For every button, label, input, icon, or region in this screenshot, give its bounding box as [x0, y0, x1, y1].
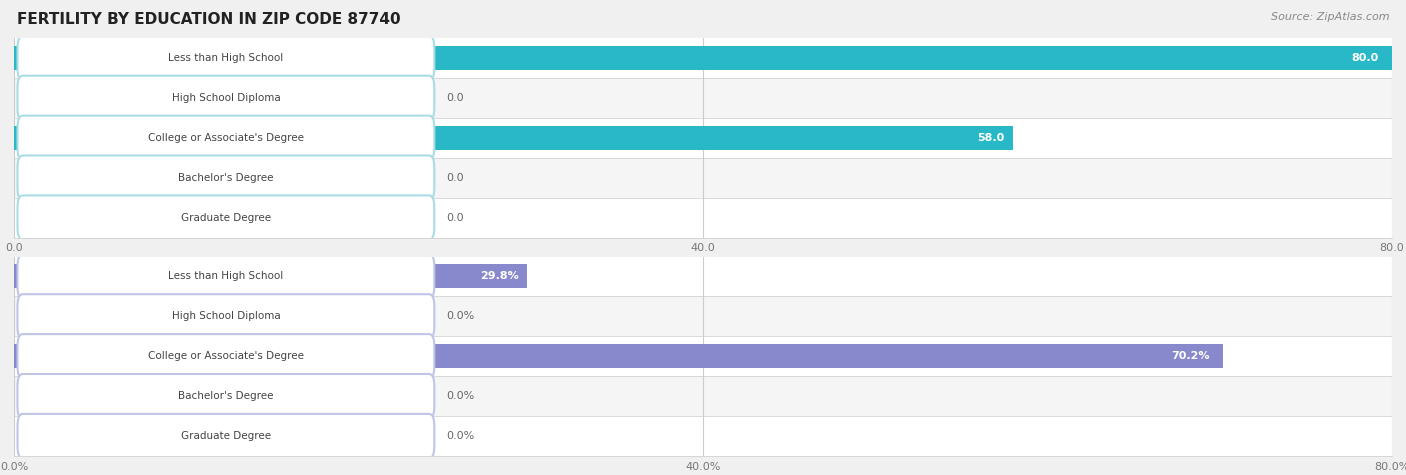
Text: Source: ZipAtlas.com: Source: ZipAtlas.com: [1271, 12, 1389, 22]
Bar: [14, 198, 1392, 238]
Text: College or Associate's Degree: College or Associate's Degree: [148, 133, 304, 143]
FancyBboxPatch shape: [17, 195, 434, 240]
FancyBboxPatch shape: [17, 414, 434, 458]
Text: Bachelor's Degree: Bachelor's Degree: [179, 391, 274, 401]
Text: Bachelor's Degree: Bachelor's Degree: [179, 172, 274, 183]
Bar: [14, 344, 1223, 368]
Text: College or Associate's Degree: College or Associate's Degree: [148, 351, 304, 361]
Bar: [14, 158, 1392, 198]
Text: Graduate Degree: Graduate Degree: [181, 212, 271, 223]
Bar: [14, 296, 1392, 336]
Text: High School Diploma: High School Diploma: [172, 93, 280, 103]
FancyBboxPatch shape: [17, 334, 434, 379]
Bar: [14, 38, 1392, 78]
Text: 0.0: 0.0: [446, 172, 464, 183]
Bar: [14, 78, 1392, 118]
Text: 70.2%: 70.2%: [1171, 351, 1209, 361]
Text: 80.0: 80.0: [1351, 53, 1378, 63]
Text: 58.0: 58.0: [977, 133, 1004, 143]
FancyBboxPatch shape: [17, 254, 434, 299]
FancyBboxPatch shape: [17, 374, 434, 418]
FancyBboxPatch shape: [17, 76, 434, 120]
Text: 29.8%: 29.8%: [479, 271, 519, 282]
FancyBboxPatch shape: [17, 36, 434, 80]
Text: 0.0%: 0.0%: [446, 311, 475, 322]
Text: Less than High School: Less than High School: [169, 53, 284, 63]
FancyBboxPatch shape: [17, 294, 434, 339]
Bar: [14, 265, 527, 288]
FancyBboxPatch shape: [17, 155, 434, 200]
Text: High School Diploma: High School Diploma: [172, 311, 280, 322]
Text: Graduate Degree: Graduate Degree: [181, 431, 271, 441]
Text: Less than High School: Less than High School: [169, 271, 284, 282]
Bar: [14, 336, 1392, 376]
Text: 0.0%: 0.0%: [446, 431, 475, 441]
Bar: [14, 256, 1392, 296]
Bar: [14, 118, 1392, 158]
Text: 0.0: 0.0: [446, 93, 464, 103]
Bar: [14, 376, 1392, 416]
Text: 0.0%: 0.0%: [446, 391, 475, 401]
FancyBboxPatch shape: [17, 115, 434, 160]
Text: 0.0: 0.0: [446, 212, 464, 223]
Bar: [14, 416, 1392, 456]
Text: FERTILITY BY EDUCATION IN ZIP CODE 87740: FERTILITY BY EDUCATION IN ZIP CODE 87740: [17, 12, 401, 27]
Bar: [14, 46, 1392, 70]
Bar: [14, 126, 1012, 150]
